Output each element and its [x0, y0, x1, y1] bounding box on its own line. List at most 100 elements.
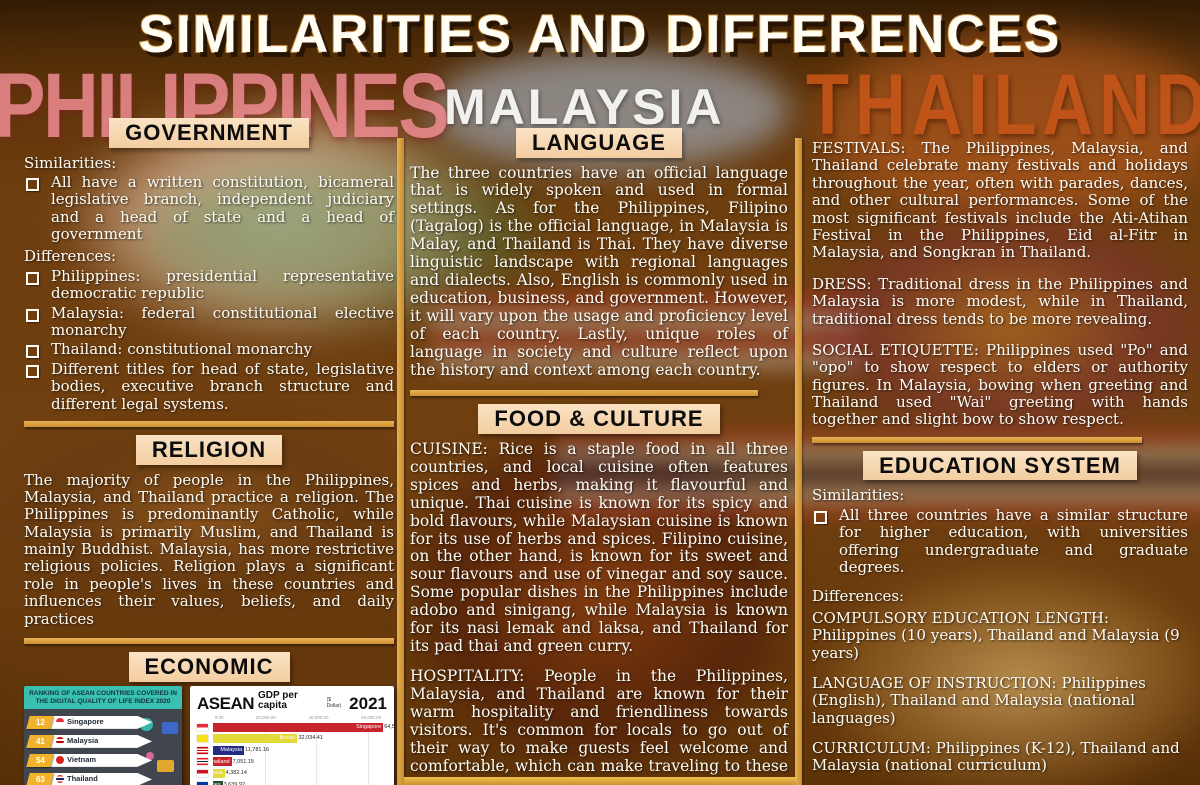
country-name: Vietnam	[67, 755, 97, 765]
bar-value-label: 3,639.92	[223, 781, 246, 785]
gridline	[367, 722, 369, 785]
government-header: GOVERNMENT	[109, 118, 309, 148]
flag-icon	[197, 735, 208, 743]
list-item-text: Philippines: presidential representative…	[51, 266, 394, 303]
axis-tick: 0.00	[214, 714, 224, 720]
country-label: Malaysia	[47, 734, 152, 748]
bg-label-thailand: THAILAND	[806, 57, 1200, 153]
left-column: GOVERNMENT Similarities: All have a writ…	[24, 118, 394, 785]
gdp-axis-ticks: 0.00 20,000.00 40,000.00 60,000.00	[213, 715, 387, 722]
rank-number: 12	[35, 717, 45, 727]
list-item: All have a written constitution, bicamer…	[24, 173, 394, 244]
bar-country-label: Indonesia	[213, 770, 223, 777]
flag-icon	[197, 769, 208, 777]
flag-icon	[56, 737, 64, 746]
gdp-per-capita-chart-image: ASEAN GDP per capita ($ Dollar) 2021 0.0…	[190, 685, 394, 785]
gdp-bars-area: Singapore 64,554.44 Brunei	[197, 722, 394, 785]
checkbox-bullet-icon	[26, 177, 39, 191]
section-divider	[24, 638, 394, 645]
bar-value-label: 7,051.15	[232, 758, 254, 765]
country-label: Vietnam	[47, 753, 152, 767]
country-label: Thailand	[47, 772, 152, 785]
religion-paragraph: The majority of people in the Philippine…	[24, 470, 394, 628]
rank-badge: 41	[26, 734, 54, 748]
gdp-chart-unit: ($ Dollar)	[326, 696, 342, 709]
section-divider	[24, 420, 394, 427]
bar: Thailand	[213, 757, 232, 767]
bg-thailand-temple	[820, 35, 1200, 215]
flag-icon	[197, 723, 208, 731]
language-header: LANGUAGE	[516, 128, 682, 158]
ranking-title: RANKING OF ASEAN COUNTRIES COVERED IN TH…	[24, 685, 182, 710]
digital-quality-ranking-image: RANKING OF ASEAN COUNTRIES COVERED IN TH…	[24, 685, 182, 785]
illustration-shape	[157, 759, 174, 772]
bg-food-photo	[395, 410, 805, 780]
religion-header: RELIGION	[135, 434, 283, 465]
country-name: Thailand	[67, 774, 98, 784]
gdp-bar-row: Thailand 7,051.15	[197, 757, 387, 767]
list-item: Malaysia: federal constitutional electiv…	[24, 304, 394, 340]
ranking-row: 41 Malaysia	[26, 734, 178, 748]
bar-track: Thailand 7,051.15	[213, 757, 387, 767]
list-item: Philippines: presidential representative…	[24, 266, 394, 303]
list-item: Thailand: constitutional monarchy	[24, 341, 394, 359]
bg-label-malaysia: MALAYSIA	[444, 79, 725, 135]
government-similarities-list: All have a written constitution, bicamer…	[24, 173, 394, 244]
festivals-paragraph: FESTIVALS: The Philippines, Malaysia, an…	[812, 139, 1188, 262]
section-divider	[410, 390, 758, 397]
bar-track: Indonesia 4,382.14	[213, 768, 387, 778]
education-item: CURRICULUM: Philippines (K-12), Thailand…	[812, 739, 1180, 775]
gdp-chart-year: 2021	[349, 693, 387, 713]
axis-tick: 60,000.00	[361, 714, 382, 720]
ranking-row: 12 Singapore	[26, 715, 178, 729]
rank-badge: 63	[26, 772, 54, 785]
bar-track: Malaysia 11,781.16	[213, 745, 387, 755]
column-divider-left	[397, 138, 404, 785]
gdp-chart-title: ASEAN	[197, 693, 255, 713]
checkbox-bullet-icon	[814, 510, 827, 524]
gdp-chart-header: ASEAN GDP per capita ($ Dollar) 2021	[197, 689, 387, 713]
ranking-title-line2: THE DIGITAL QUALITY OF LIFE INDEX 2020	[35, 697, 171, 705]
page-title: SIMILARITIES AND DIFFERENCES	[138, 4, 1062, 65]
flag-icon	[197, 781, 208, 785]
bar-track: Singapore 64,554.44	[213, 722, 394, 732]
bottom-gold-bar	[404, 777, 796, 785]
flag-icon	[56, 756, 64, 765]
bg-thailand-festival	[795, 200, 1200, 450]
gdp-bar-row: Malaysia 11,781.16	[197, 745, 387, 755]
gdp-chart-subtitle: GDP per capita	[258, 689, 298, 711]
gdp-bar-row: Brunei 32,034.41	[197, 734, 387, 744]
ranking-row: 63 Thailand	[26, 772, 178, 785]
education-item: LANGUAGE OF INSTRUCTION: Philippines (En…	[812, 673, 1146, 727]
list-item-text: All three countries have a similar struc…	[839, 505, 1188, 576]
economic-images: RANKING OF ASEAN COUNTRIES COVERED IN TH…	[24, 685, 394, 785]
language-paragraph: The three countries have an official lan…	[410, 163, 788, 380]
rank-number: 54	[35, 755, 45, 765]
country-name: Malaysia	[67, 736, 99, 746]
section-divider	[812, 436, 1142, 443]
axis-tick: 20,000.00	[255, 714, 276, 720]
bar-value-label: 64,554.44	[384, 723, 394, 730]
bar-country-label: Thailand	[213, 758, 230, 765]
middle-column: LANGUAGE The three countries have an off…	[410, 128, 788, 785]
checkbox-bullet-icon	[26, 271, 39, 285]
bar: Philippines	[213, 780, 223, 785]
list-item: Different titles for head of state, legi…	[24, 360, 394, 413]
bar-track: Brunei 32,034.41	[213, 734, 387, 744]
gdp-bar-row: Indonesia 4,382.14	[197, 768, 387, 778]
bg-books-photo	[805, 555, 1200, 785]
country-label: Singapore	[47, 715, 152, 729]
cuisine-paragraph: CUISINE: Rice is a staple food in all th…	[410, 439, 788, 656]
flag-icon	[197, 758, 208, 766]
similarities-label: Similarities:	[24, 153, 117, 172]
gdp-bar-row: Singapore 64,554.44	[197, 722, 394, 732]
list-item: All three countries have a similar struc…	[812, 505, 1188, 577]
illustration-shape	[162, 721, 178, 734]
gdp-bar-list: Singapore 64,554.44 Brunei	[197, 722, 394, 785]
bg-malaysia-flag	[430, 292, 860, 370]
bar: Indonesia	[213, 768, 225, 778]
differences-label: Differences:	[24, 247, 117, 266]
etiquette-paragraph: SOCIAL ETIQUETTE: Philippines used "Po" …	[812, 340, 1188, 429]
axis-tick: 40,000.00	[308, 714, 329, 720]
